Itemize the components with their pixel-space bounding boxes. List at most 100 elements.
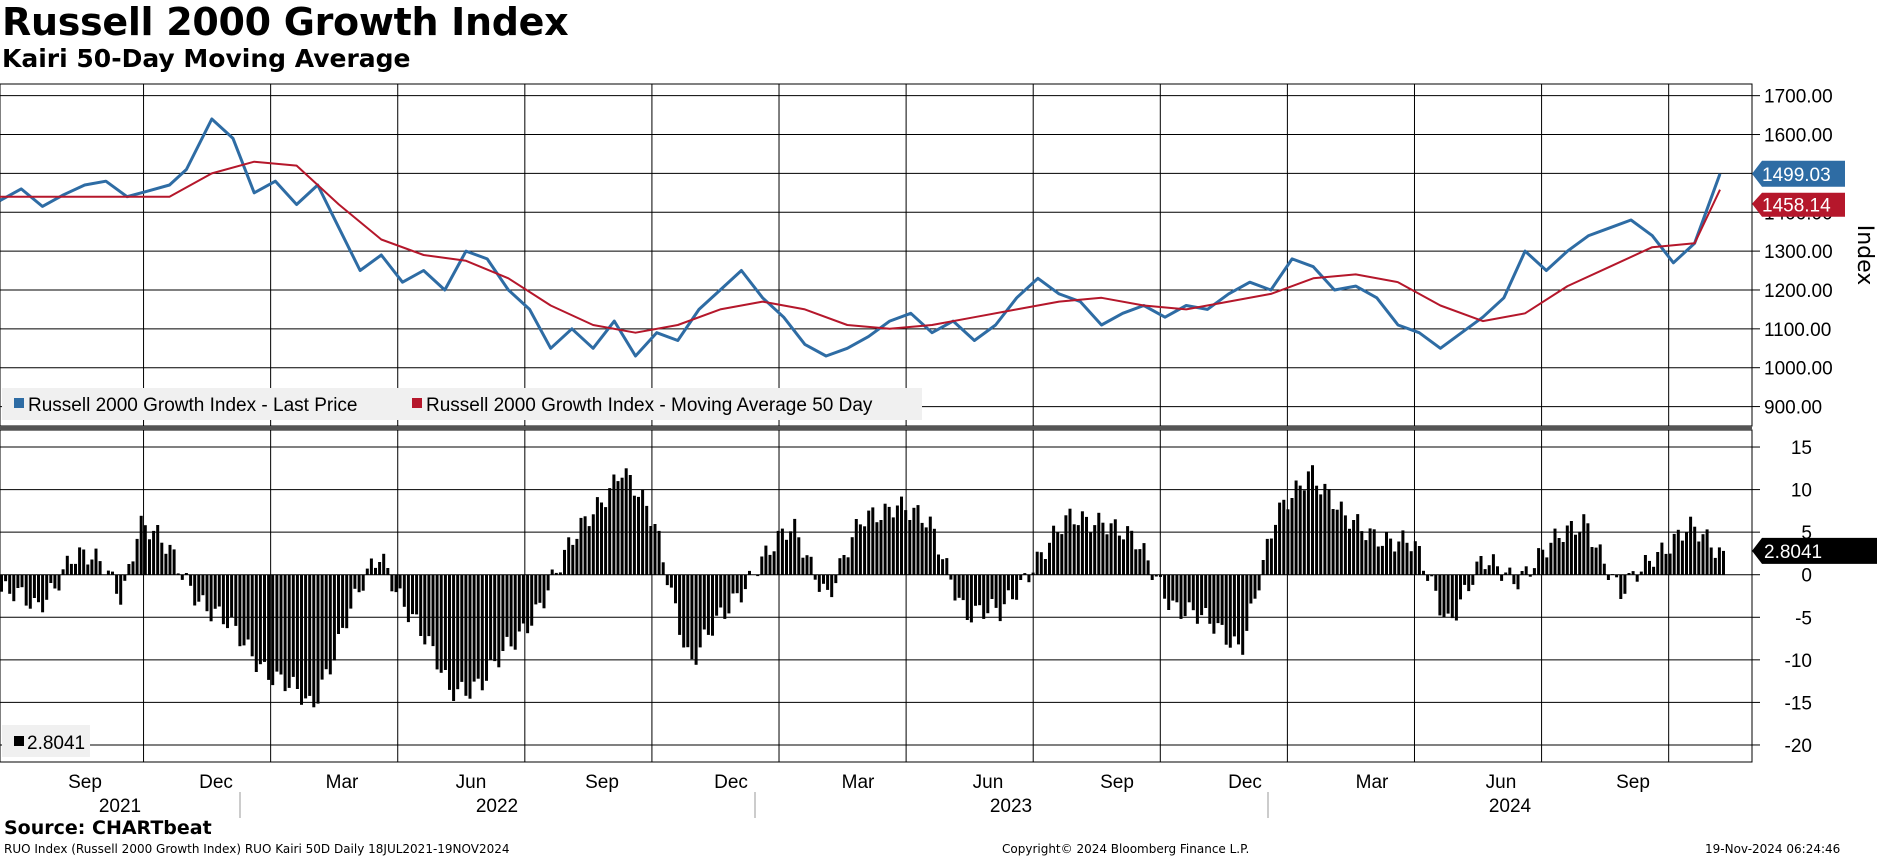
price-ytick-label: 1200.00	[1764, 281, 1833, 302]
kairi-bar	[817, 574, 821, 592]
kairi-bar	[189, 574, 193, 586]
x-month-label: Dec	[1228, 772, 1262, 793]
kairi-bar	[1434, 574, 1438, 591]
kairi-bar	[415, 574, 419, 615]
footer-center: Copyright© 2024 Bloomberg Finance L.P.	[1002, 842, 1250, 856]
kairi-bar	[961, 574, 965, 601]
kairi-bar	[267, 574, 271, 680]
kairi-bar	[1159, 574, 1162, 577]
kairi-bar	[1187, 574, 1191, 603]
x-month-label: Sep	[68, 772, 102, 793]
kairi-bar	[813, 574, 817, 580]
kairi-bar	[275, 574, 279, 672]
kairi-bar	[37, 574, 40, 603]
kairi-bar	[1163, 574, 1167, 599]
kairi-bar	[990, 574, 994, 599]
chart-subtitle: Kairi 50-Day Moving Average	[2, 44, 411, 73]
kairi-bar	[143, 525, 147, 575]
legend-ma-label: Russell 2000 Growth Index - Moving Avera…	[426, 395, 873, 416]
x-month-label: Jun	[456, 772, 487, 793]
kairi-bar	[928, 516, 932, 575]
kairi-bar	[369, 558, 373, 575]
kairi-bar	[308, 574, 312, 696]
kairi-bar	[86, 564, 90, 575]
kairi-bar	[731, 574, 735, 594]
kairi-legend-label: 2.8041	[27, 733, 85, 754]
kairi-bar	[1253, 574, 1257, 599]
kairi-bar	[184, 573, 188, 575]
kairi-bar	[94, 548, 98, 575]
legend-price-label: Russell 2000 Growth Index - Last Price	[28, 395, 358, 416]
kairi-bar	[65, 555, 69, 575]
kairi-bar	[390, 574, 394, 592]
kairi-bar	[661, 562, 665, 575]
kairi-bar	[1286, 509, 1290, 575]
footer-right: 19-Nov-2024 06:24:46	[1705, 842, 1841, 856]
kairi-bar	[320, 574, 324, 680]
kairi-bar	[1228, 574, 1232, 648]
kairi-bar	[1274, 524, 1277, 575]
kairi-bar	[1315, 485, 1319, 575]
kairi-bar	[875, 522, 879, 575]
kairi-bar	[1668, 553, 1672, 575]
x-month-label: Sep	[585, 772, 619, 793]
kairi-bar	[764, 545, 768, 575]
kairi-bar	[1002, 574, 1006, 605]
kairi-bar	[756, 574, 760, 577]
kairi-bar	[998, 574, 1002, 622]
kairi-bar	[1167, 574, 1171, 610]
price-ytick-label: 1600.00	[1764, 126, 1833, 147]
kairi-bar	[180, 574, 184, 580]
kairi-bar	[472, 574, 476, 682]
kairi-bar	[135, 538, 139, 575]
kairi-bar	[616, 481, 620, 575]
kairi-bar	[1627, 573, 1631, 575]
kairi-bar	[1648, 560, 1651, 575]
kairi-bar	[1705, 529, 1709, 575]
kairi-bar	[176, 573, 180, 575]
kairi-bar	[1323, 483, 1327, 575]
kairi-bar	[431, 574, 435, 647]
kairi-ytick-label: -5	[1795, 608, 1812, 629]
kairi-bar	[785, 539, 788, 575]
kairi-bar	[834, 574, 838, 584]
kairi-bar	[1701, 534, 1705, 575]
kairi-bar	[435, 574, 439, 670]
kairi-bar	[1656, 552, 1660, 575]
kairi-bar	[1532, 568, 1536, 575]
kairi-bar	[1208, 574, 1212, 624]
kairi-bar	[1278, 502, 1282, 575]
kairi-bar	[1516, 574, 1520, 590]
kairi-bar	[53, 574, 57, 589]
kairi-bar	[45, 574, 49, 600]
kairi-bar	[489, 574, 493, 660]
kairi-bar	[78, 547, 82, 575]
legend-price-swatch	[14, 398, 24, 408]
kairi-bar	[258, 574, 262, 665]
kairi-bar	[1380, 545, 1384, 575]
kairi-bar	[16, 574, 20, 588]
kairi-bar	[1048, 542, 1051, 575]
kairi-bar	[711, 574, 714, 636]
kairi-bar	[1491, 554, 1495, 575]
kairi-bar	[1039, 552, 1043, 575]
kairi-bar	[1722, 550, 1725, 575]
kairi-bar	[1623, 574, 1627, 594]
kairi-bar	[1327, 489, 1331, 575]
kairi-bar	[1463, 574, 1467, 585]
kairi-bar	[797, 537, 801, 575]
kairi-bar	[131, 561, 135, 575]
kairi-bar	[1368, 528, 1372, 575]
kairi-bar	[957, 574, 961, 598]
kairi-bar	[887, 506, 891, 575]
kairi-bar	[1113, 519, 1117, 575]
kairi-bar	[1594, 547, 1598, 575]
kairi-bar	[1549, 542, 1553, 575]
kairi-bar	[1306, 471, 1310, 575]
kairi-bar	[1697, 541, 1701, 575]
kairi-bar	[1680, 540, 1684, 575]
kairi-bar	[205, 574, 209, 612]
kairi-bar	[526, 574, 530, 634]
kairi-bar	[365, 568, 369, 575]
kairi-bar	[1011, 574, 1014, 600]
